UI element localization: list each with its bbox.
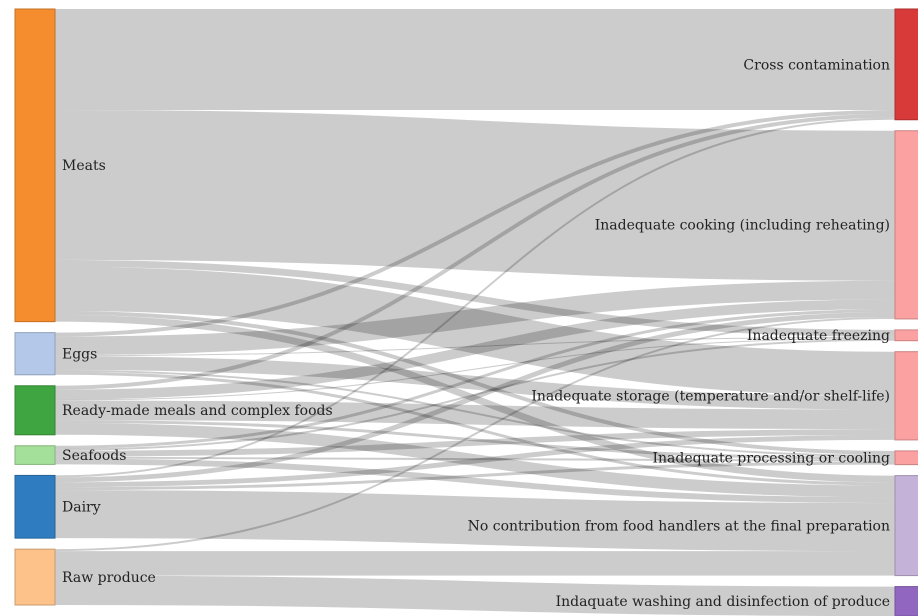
link-dairy-to-cooking: [54, 312, 896, 483]
target-label-cross: Cross contamination: [743, 57, 890, 73]
link-ready-to-processing: [54, 420, 896, 460]
source-node-ready: [14, 385, 56, 436]
link-meats-to-cooking: [54, 109, 896, 281]
source-label-raw: Raw produce: [62, 570, 156, 586]
source-node-dairy: [14, 474, 56, 539]
link-eggs-to-processing: [54, 369, 896, 457]
target-node-cross: [894, 8, 918, 121]
link-seafoods-to-cooking: [54, 309, 896, 449]
link-meats-to-storage: [54, 266, 896, 396]
target-node-processing: [894, 450, 918, 466]
target-label-cooking: Inadequate cooking (including reheating): [595, 218, 890, 234]
link-meats-to-nocontrib: [54, 314, 896, 483]
source-node-meats: [14, 8, 56, 323]
source-node-raw: [14, 548, 56, 606]
source-label-eggs: Eggs: [62, 347, 97, 363]
target-label-processing: Inadequate processing or cooling: [652, 451, 890, 467]
link-dairy-to-nocontrib: [54, 490, 896, 552]
link-ready-to-storage: [54, 400, 896, 430]
target-node-washing: [894, 586, 918, 616]
link-ready-to-cooking: [54, 299, 896, 400]
link-ready-to-cross: [54, 113, 896, 390]
target-node-cooking: [894, 130, 918, 320]
link-raw-to-washing: [54, 575, 896, 616]
link-dairy-to-cross: [54, 117, 896, 478]
link-meats-to-processing: [54, 310, 896, 455]
target-node-freezing: [894, 329, 918, 342]
source-node-eggs: [14, 332, 56, 376]
link-dairy-to-storage: [54, 435, 896, 488]
link-eggs-to-cross: [54, 109, 896, 337]
link-dairy-to-processing: [54, 461, 896, 491]
link-seafoods-to-nocontrib: [54, 458, 896, 504]
link-eggs-to-cooking: [54, 280, 896, 356]
nodes-layer: [14, 8, 918, 616]
link-eggs-to-nocontrib: [54, 371, 896, 486]
link-seafoods-to-processing: [54, 456, 896, 462]
link-eggs-to-storage: [54, 356, 896, 410]
target-label-washing: Indaquate washing and disinfection of pr…: [556, 594, 890, 610]
links-layer: [54, 9, 896, 616]
link-raw-to-cooking: [54, 316, 896, 552]
link-meats-to-freezing: [54, 259, 896, 337]
link-ready-to-nocontrib: [54, 423, 896, 498]
link-eggs-to-freezing: [54, 336, 896, 357]
link-seafoods-to-storage: [54, 429, 896, 457]
target-label-freezing: Inadequate freezing: [747, 328, 890, 344]
source-label-ready: Ready-made meals and complex foods: [62, 403, 333, 419]
source-label-meats: Meats: [62, 158, 106, 174]
source-node-seafoods: [14, 445, 56, 465]
link-ready-to-freezing: [54, 337, 896, 401]
link-seafoods-to-freezing: [54, 338, 896, 451]
source-label-seafoods: Seafoods: [62, 448, 126, 464]
source-label-dairy: Dairy: [62, 500, 101, 516]
target-label-nocontrib: No contribution from food handlers at th…: [468, 519, 890, 535]
target-label-storage: Inadequate storage (temperature and/or s…: [531, 389, 890, 405]
labels-layer: Meats Eggs Ready-made meals and complex fo…: [62, 57, 890, 610]
target-node-nocontrib: [894, 475, 918, 577]
target-node-storage: [894, 351, 918, 441]
